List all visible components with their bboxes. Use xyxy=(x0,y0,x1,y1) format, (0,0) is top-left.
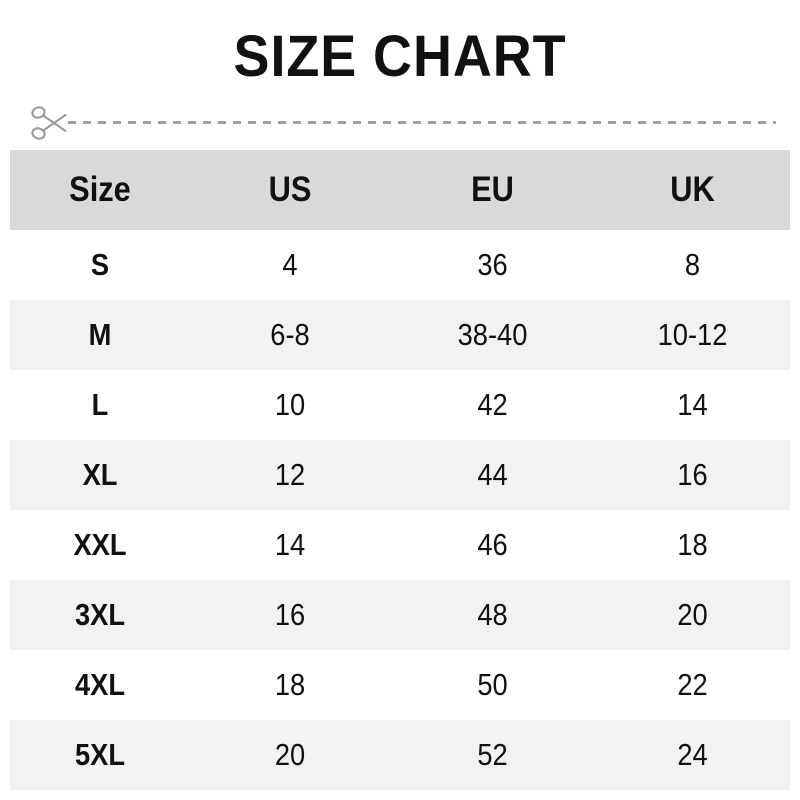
table-row: 4XL 18 50 22 xyxy=(10,650,790,720)
cell-size: 5XL xyxy=(74,737,126,772)
page-title: SIZE CHART xyxy=(233,24,567,89)
cell-size: 4XL xyxy=(74,667,126,702)
cell-eu: 48 xyxy=(477,597,508,632)
table-row: 5XL 20 52 24 xyxy=(10,720,790,790)
cell-uk: 20 xyxy=(677,597,708,632)
cell-eu: 52 xyxy=(477,737,508,772)
cell-size: M xyxy=(88,317,112,352)
size-chart-table: Size US EU UK S 4 36 8 M 6-8 38-40 10-12… xyxy=(10,150,790,790)
table-row: XXL 14 46 18 xyxy=(10,510,790,580)
cell-uk: 14 xyxy=(677,387,708,422)
table-row: M 6-8 38-40 10-12 xyxy=(10,300,790,370)
cell-us: 10 xyxy=(274,387,306,422)
cell-us: 16 xyxy=(274,597,306,632)
table-row: S 4 36 8 xyxy=(10,230,790,300)
cell-eu: 46 xyxy=(477,527,508,562)
cell-size: S xyxy=(90,247,110,282)
cell-size: XL xyxy=(82,457,118,492)
cut-here-line xyxy=(0,100,800,146)
cell-eu: 36 xyxy=(477,247,508,282)
cell-uk: 8 xyxy=(684,247,701,282)
scissors-icon xyxy=(28,100,72,146)
cell-size: 3XL xyxy=(74,597,126,632)
cell-uk: 22 xyxy=(677,667,708,702)
cell-uk: 16 xyxy=(677,457,708,492)
table-row: L 10 42 14 xyxy=(10,370,790,440)
cell-size: XXL xyxy=(73,527,127,562)
cell-eu: 44 xyxy=(477,457,508,492)
column-header-us: US xyxy=(268,170,312,209)
cell-us: 6-8 xyxy=(270,317,310,352)
cell-uk: 18 xyxy=(677,527,708,562)
table-header-row: Size US EU UK xyxy=(10,150,790,230)
cell-us: 20 xyxy=(274,737,306,772)
dashed-cut-line xyxy=(68,121,776,124)
cell-size: L xyxy=(91,387,109,422)
cell-eu: 42 xyxy=(477,387,508,422)
cell-eu: 50 xyxy=(477,667,508,702)
cell-us: 12 xyxy=(274,457,306,492)
table-row: XL 12 44 16 xyxy=(10,440,790,510)
cell-us: 18 xyxy=(274,667,306,702)
cell-uk: 24 xyxy=(677,737,708,772)
column-header-uk: UK xyxy=(670,170,715,209)
cell-uk: 10-12 xyxy=(657,317,728,352)
cell-us: 4 xyxy=(282,247,298,282)
cell-us: 14 xyxy=(274,527,306,562)
column-header-eu: EU xyxy=(471,170,514,209)
cell-eu: 38-40 xyxy=(457,317,528,352)
column-header-size: Size xyxy=(69,170,131,209)
table-row: 3XL 16 48 20 xyxy=(10,580,790,650)
